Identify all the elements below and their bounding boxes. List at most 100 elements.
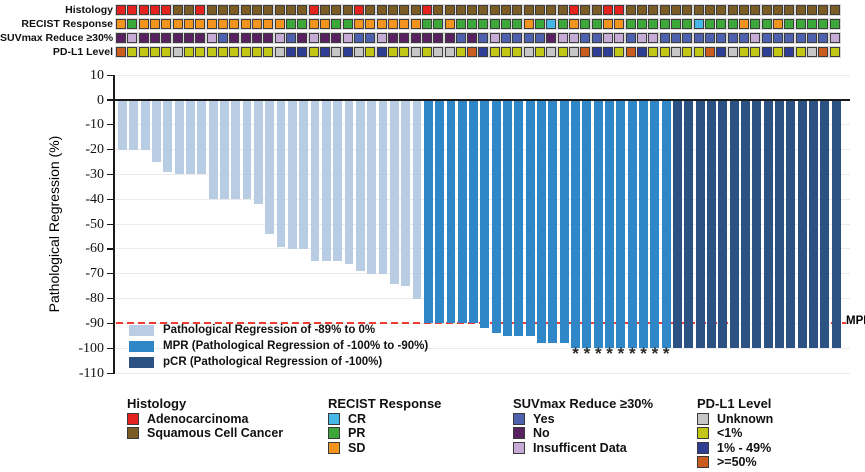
track-cell (535, 5, 546, 15)
track-cell (546, 47, 557, 57)
chart-legend-item: MPR (Pathological Regression of -100% to… (129, 338, 428, 354)
bar (355, 101, 365, 272)
track-cell (433, 19, 444, 29)
track-cell (535, 47, 546, 57)
bar (820, 101, 830, 349)
track-cell (195, 33, 206, 43)
track-cell (410, 5, 421, 15)
bar (412, 101, 422, 299)
bar (265, 101, 275, 235)
track-cell (535, 19, 546, 29)
track-cell (569, 5, 580, 15)
track-cell (761, 47, 772, 57)
annotation-track-labels: Histology RECIST Response SUVmax Reduce ≥3… (0, 0, 113, 62)
track-cell (648, 5, 659, 15)
track-cell (659, 47, 670, 57)
track-cell (739, 33, 750, 43)
track-cell (512, 33, 523, 43)
track-cell (807, 19, 817, 29)
bar (695, 101, 705, 349)
y-tick-label: -30 (85, 166, 104, 182)
track-cell (693, 5, 704, 15)
track-cell (433, 47, 444, 57)
track-cell (421, 33, 432, 43)
track-cell (829, 5, 840, 15)
track-cell (229, 5, 240, 15)
y-tick-label: -40 (85, 191, 104, 207)
track-cell (365, 19, 376, 29)
bar (469, 101, 479, 324)
track-cell (716, 33, 727, 43)
legend-label: Adenocarcinoma (147, 411, 249, 426)
track-cell (716, 5, 727, 15)
bar (593, 101, 603, 349)
track-cell (342, 47, 353, 57)
track-cell (274, 33, 285, 43)
legend-swatch (513, 412, 525, 425)
mpr-label: MPR (846, 315, 865, 327)
track-cell (308, 47, 319, 57)
track-cell (342, 19, 353, 29)
track-cell (625, 19, 636, 29)
track-cell (467, 47, 478, 57)
track-cell (365, 33, 376, 43)
track-cell (172, 33, 183, 43)
track-cell (784, 33, 795, 43)
track-cell (546, 19, 557, 29)
bar (389, 101, 399, 284)
chart-legend-item: Pathological Regression of -89% to 0% (129, 322, 375, 338)
track-cell (603, 33, 614, 43)
track-cell (353, 33, 364, 43)
track-cell (761, 19, 772, 29)
track-cell (387, 33, 398, 43)
track-cell (433, 33, 444, 43)
track-cell (829, 19, 840, 29)
track-cell (705, 33, 716, 43)
track-cell (659, 19, 670, 29)
track-cell (523, 47, 534, 57)
track-cell (580, 33, 591, 43)
track-cell (455, 47, 466, 57)
legend-label: Insufficent Data (533, 440, 627, 455)
asterisk-marker: * (606, 344, 613, 363)
track-cell (297, 47, 308, 57)
y-tick (107, 149, 114, 151)
track-cell (195, 19, 206, 29)
track-cell (580, 5, 591, 15)
track-cell (682, 47, 693, 57)
track-cell (251, 47, 262, 57)
legend-label: No (533, 426, 550, 441)
legend-group-title: Histology (127, 396, 187, 411)
legend-item: Unknown (697, 412, 773, 426)
track-cell (501, 33, 512, 43)
asterisk-marker: * (640, 344, 647, 363)
bar (163, 101, 173, 172)
track-cell (308, 33, 319, 43)
track-cell (727, 19, 738, 29)
track-cell (319, 19, 330, 29)
bar (673, 101, 682, 349)
asterisk-marker: * (662, 344, 670, 363)
track-cell (116, 5, 126, 15)
track-cell (569, 33, 580, 43)
track-cell (659, 33, 670, 43)
y-tick-label: -50 (85, 216, 104, 232)
y-tick-label: -60 (85, 241, 104, 257)
bar (797, 101, 807, 349)
track-cell (637, 19, 648, 29)
track-cell (149, 33, 160, 43)
track-cell (116, 47, 126, 57)
y-tick-label: -80 (85, 291, 104, 307)
track-cell (149, 47, 160, 57)
track-cell (195, 47, 206, 57)
track-cell (705, 5, 716, 15)
track-cell (750, 47, 761, 57)
track-cell (773, 33, 784, 43)
track-cell (671, 19, 682, 29)
track-cell (795, 5, 806, 15)
legend-label: Pathological Regression of -89% to 0% (163, 324, 376, 336)
asterisk-marker: * (651, 344, 659, 363)
track-cell (489, 33, 500, 43)
track-cell (263, 19, 274, 29)
